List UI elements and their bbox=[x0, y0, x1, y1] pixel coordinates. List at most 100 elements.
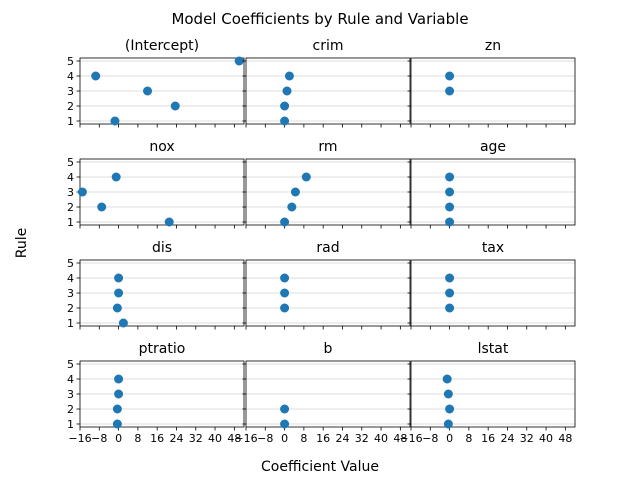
data-point-intercept bbox=[143, 86, 153, 96]
x-tick-label: −16 bbox=[399, 432, 422, 445]
panel-title-rad: rad bbox=[316, 240, 339, 256]
y-tick-label: 3 bbox=[67, 85, 74, 98]
data-point-intercept bbox=[110, 116, 120, 126]
data-point-crim bbox=[282, 86, 292, 96]
data-point-rm bbox=[280, 217, 290, 227]
data-point-crim bbox=[280, 101, 290, 111]
panel-title-b: b bbox=[324, 341, 333, 357]
x-tick-label: 40 bbox=[539, 432, 553, 445]
x-tick-label: 24 bbox=[335, 432, 349, 445]
x-tick-label: 16 bbox=[316, 432, 330, 445]
x-tick-label: −8 bbox=[257, 432, 273, 445]
data-point-intercept bbox=[234, 56, 244, 66]
y-tick-label: 3 bbox=[67, 388, 74, 401]
data-point-rad bbox=[280, 303, 290, 313]
data-point-nox bbox=[97, 202, 107, 212]
data-point-zn bbox=[445, 71, 455, 81]
x-tick-label: 48 bbox=[393, 432, 407, 445]
x-tick-label: 24 bbox=[169, 432, 183, 445]
x-tick-label: −8 bbox=[422, 432, 438, 445]
data-point-lstat bbox=[442, 374, 452, 384]
data-point-dis bbox=[114, 273, 124, 283]
panel-title-dis: dis bbox=[152, 240, 172, 256]
x-tick-label: 24 bbox=[500, 432, 514, 445]
panel-title-zn: zn bbox=[485, 38, 501, 54]
data-point-rm bbox=[287, 202, 297, 212]
data-point-lstat bbox=[445, 404, 455, 414]
data-point-rad bbox=[280, 288, 290, 298]
data-point-ptratio bbox=[114, 374, 124, 384]
y-tick-label: 4 bbox=[67, 272, 74, 285]
x-tick-label: 8 bbox=[300, 432, 307, 445]
data-point-ptratio bbox=[112, 404, 122, 414]
x-tick-label: 48 bbox=[558, 432, 572, 445]
y-tick-label: 4 bbox=[67, 70, 74, 83]
data-point-age bbox=[445, 187, 455, 197]
x-tick-label: 48 bbox=[227, 432, 241, 445]
panels-group: (Intercept) 1 2 3 4 5 crim zn nox 1 2 3 4 5 rm age dis 1 2… bbox=[67, 38, 576, 445]
y-tick-label: 3 bbox=[67, 287, 74, 300]
x-tick-label: 40 bbox=[208, 432, 222, 445]
y-tick-label: 2 bbox=[67, 201, 74, 214]
data-point-rm bbox=[290, 187, 300, 197]
y-tick-label: 2 bbox=[67, 403, 74, 416]
x-tick-label: −16 bbox=[68, 432, 91, 445]
x-tick-label: 8 bbox=[134, 432, 141, 445]
x-tick-label: 0 bbox=[446, 432, 453, 445]
y-tick-label: 1 bbox=[67, 216, 74, 229]
y-tick-label: 5 bbox=[67, 156, 74, 169]
y-tick-label: 3 bbox=[67, 186, 74, 199]
x-tick-label: 0 bbox=[281, 432, 288, 445]
panel-title-tax: tax bbox=[482, 240, 504, 256]
data-point-rad bbox=[280, 273, 290, 283]
panel-title-nox: nox bbox=[149, 139, 174, 155]
y-tick-label: 5 bbox=[67, 358, 74, 371]
data-point-age bbox=[445, 217, 455, 227]
data-point-nox bbox=[164, 217, 174, 227]
data-point-rm bbox=[301, 172, 311, 182]
data-point-nox bbox=[111, 172, 121, 182]
data-point-crim bbox=[284, 71, 294, 81]
x-tick-label: 16 bbox=[150, 432, 164, 445]
data-point-crim bbox=[280, 116, 290, 126]
data-point-nox bbox=[77, 187, 87, 197]
panel-title-crim: crim bbox=[313, 38, 344, 54]
data-point-age bbox=[445, 172, 455, 182]
data-point-zn bbox=[445, 86, 455, 96]
data-point-ptratio bbox=[114, 389, 124, 399]
y-tick-label: 2 bbox=[67, 100, 74, 113]
x-tick-label: 40 bbox=[374, 432, 388, 445]
panel-title-ptratio: ptratio bbox=[139, 341, 186, 357]
data-point-lstat bbox=[443, 419, 453, 429]
x-axis-label: Coefficient Value bbox=[261, 459, 379, 475]
data-point-dis bbox=[114, 288, 124, 298]
chart-title: Model Coefficients by Rule and Variable bbox=[171, 10, 468, 28]
y-tick-label: 1 bbox=[67, 115, 74, 128]
x-tick-label: −8 bbox=[91, 432, 107, 445]
y-tick-label: 5 bbox=[67, 55, 74, 68]
x-tick-label: 32 bbox=[520, 432, 534, 445]
panel-title-rm: rm bbox=[318, 139, 337, 155]
y-tick-label: 5 bbox=[67, 257, 74, 270]
data-point-age bbox=[445, 202, 455, 212]
y-axis-label: Rule bbox=[14, 228, 30, 258]
x-tick-label: 0 bbox=[115, 432, 122, 445]
y-tick-label: 1 bbox=[67, 418, 74, 431]
data-point-tax bbox=[445, 288, 455, 298]
data-point-ptratio bbox=[112, 419, 122, 429]
y-tick-label: 4 bbox=[67, 373, 74, 386]
data-point-b bbox=[280, 404, 290, 414]
data-point-dis bbox=[118, 318, 128, 328]
data-point-intercept bbox=[91, 71, 101, 81]
x-tick-label: 8 bbox=[465, 432, 472, 445]
data-point-intercept bbox=[170, 101, 180, 111]
data-point-lstat bbox=[443, 389, 453, 399]
data-point-dis bbox=[112, 303, 122, 313]
y-tick-label: 1 bbox=[67, 317, 74, 330]
y-tick-label: 2 bbox=[67, 302, 74, 315]
x-tick-label: 32 bbox=[189, 432, 203, 445]
data-point-b bbox=[280, 419, 290, 429]
x-tick-label: −16 bbox=[234, 432, 257, 445]
data-point-tax bbox=[445, 273, 455, 283]
